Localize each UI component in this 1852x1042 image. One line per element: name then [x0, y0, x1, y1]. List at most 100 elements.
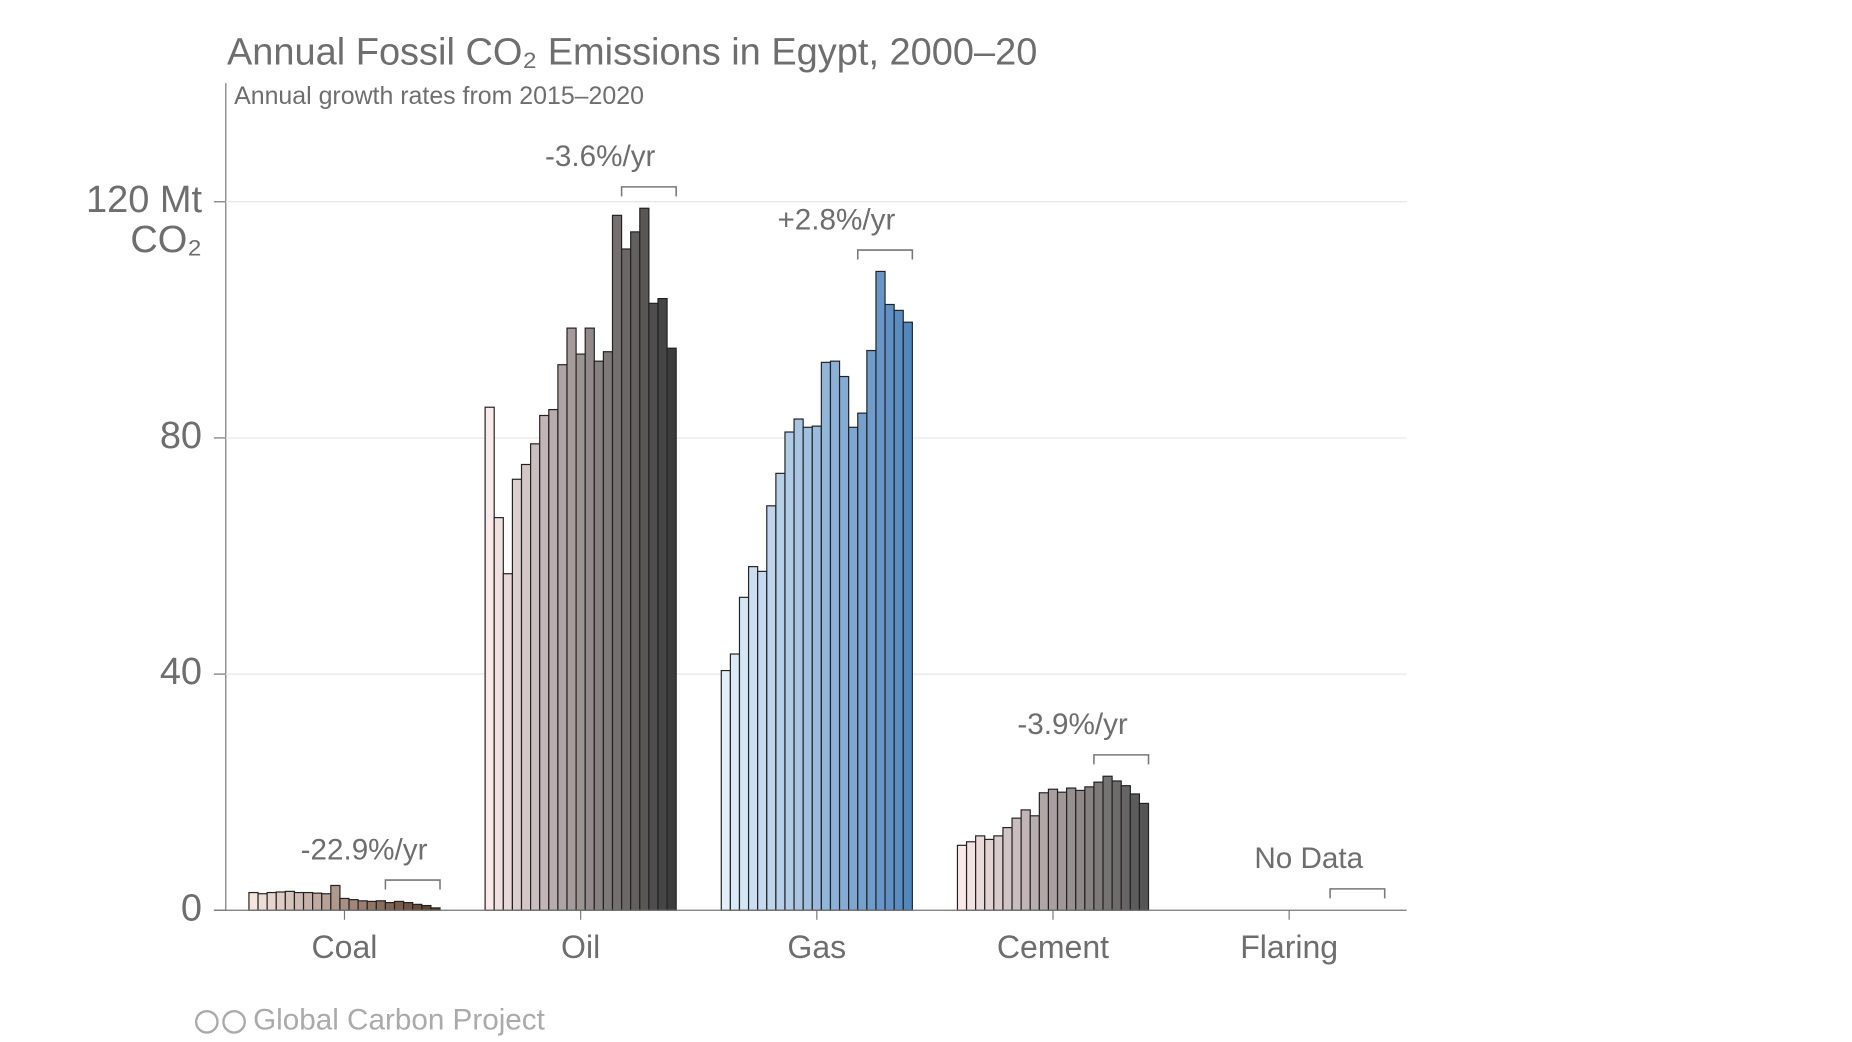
- bar: [757, 570, 768, 911]
- bracket: [384, 879, 441, 890]
- bar: [884, 303, 895, 911]
- bar: [539, 414, 550, 911]
- bar: [720, 669, 731, 911]
- bar: [403, 901, 414, 911]
- bar: [575, 353, 586, 911]
- bar: [330, 884, 341, 911]
- bar: [639, 207, 650, 911]
- bar: [1111, 780, 1122, 911]
- bar: [1029, 815, 1040, 911]
- footer: Global Carbon Project: [253, 1004, 546, 1037]
- bar: [738, 596, 750, 911]
- bar: [257, 893, 268, 911]
- bar: [421, 904, 432, 911]
- bar: [312, 892, 323, 911]
- x-tick-label: Cement: [997, 929, 1109, 965]
- bar: [666, 347, 677, 911]
- bar: [566, 327, 577, 911]
- bar: [266, 891, 277, 911]
- bar: [866, 349, 877, 911]
- bar: [775, 472, 786, 911]
- bar: [1020, 809, 1031, 911]
- bar: [620, 248, 632, 911]
- bar: [348, 899, 359, 911]
- bar: [956, 844, 968, 911]
- bar: [811, 425, 822, 911]
- bar: [366, 900, 377, 911]
- bar: [1120, 785, 1131, 911]
- bar: [875, 270, 886, 911]
- bar: [557, 364, 568, 911]
- y-tick-label: 80: [160, 415, 202, 457]
- bar: [548, 408, 559, 911]
- annotation: -22.9%/yr: [301, 833, 428, 866]
- chart-title: Annual Fossil CO₂ Emissions in Egypt, 20…: [227, 32, 1037, 74]
- bar: [302, 891, 314, 911]
- bar: [1047, 788, 1059, 911]
- bar: [984, 838, 995, 911]
- bar: [630, 231, 641, 911]
- bar: [766, 505, 777, 911]
- bar: [293, 891, 305, 911]
- bar: [502, 573, 513, 911]
- bar: [284, 890, 296, 911]
- bar: [902, 321, 913, 911]
- bar: [1084, 786, 1095, 911]
- x-tick-label: Oil: [561, 929, 600, 965]
- bar: [1093, 781, 1104, 911]
- bracket: [620, 186, 677, 197]
- bar: [412, 903, 423, 911]
- bar: [784, 431, 795, 911]
- bar: [275, 891, 286, 911]
- y-tick-label: 40: [160, 651, 202, 693]
- y-tick-label: 120 Mt: [86, 179, 203, 221]
- bar: [384, 901, 396, 911]
- annotation: +2.8%/yr: [777, 203, 895, 236]
- bar: [1056, 791, 1068, 911]
- y-unit: CO₂: [130, 219, 202, 261]
- bar: [747, 566, 759, 911]
- bar: [838, 375, 850, 911]
- y-tick-label: 0: [181, 887, 202, 929]
- bar: [729, 653, 741, 911]
- bar: [993, 835, 1004, 911]
- bar: [511, 478, 523, 911]
- bar: [321, 893, 332, 911]
- bar: [893, 309, 904, 911]
- annotation: No Data: [1254, 842, 1363, 875]
- bar: [1075, 789, 1086, 911]
- bar: [393, 900, 405, 911]
- bar: [1038, 792, 1050, 911]
- bar: [584, 327, 595, 911]
- bar: [1011, 817, 1022, 911]
- bar: [611, 214, 623, 911]
- bar: [1066, 787, 1077, 911]
- bar: [793, 418, 804, 911]
- bar: [975, 835, 986, 911]
- cc-icon: [194, 1009, 246, 1034]
- bar: [493, 517, 504, 911]
- x-tick-label: Coal: [312, 929, 378, 965]
- bar: [965, 841, 977, 911]
- x-tick-label: Flaring: [1240, 929, 1338, 965]
- bar: [820, 361, 832, 911]
- bar: [657, 297, 668, 911]
- bar: [593, 360, 604, 911]
- bracket: [1329, 888, 1386, 899]
- bar: [1002, 827, 1013, 911]
- bar: [357, 900, 368, 911]
- bar: [520, 463, 532, 911]
- bar: [829, 360, 841, 911]
- bar: [1102, 775, 1113, 911]
- bar: [530, 443, 541, 911]
- bar: [648, 302, 659, 911]
- bracket: [856, 249, 914, 260]
- bar: [339, 897, 350, 911]
- bar: [248, 891, 259, 911]
- bar: [802, 426, 813, 911]
- bar: [1129, 793, 1141, 911]
- bar: [857, 412, 868, 911]
- bar: [375, 900, 387, 911]
